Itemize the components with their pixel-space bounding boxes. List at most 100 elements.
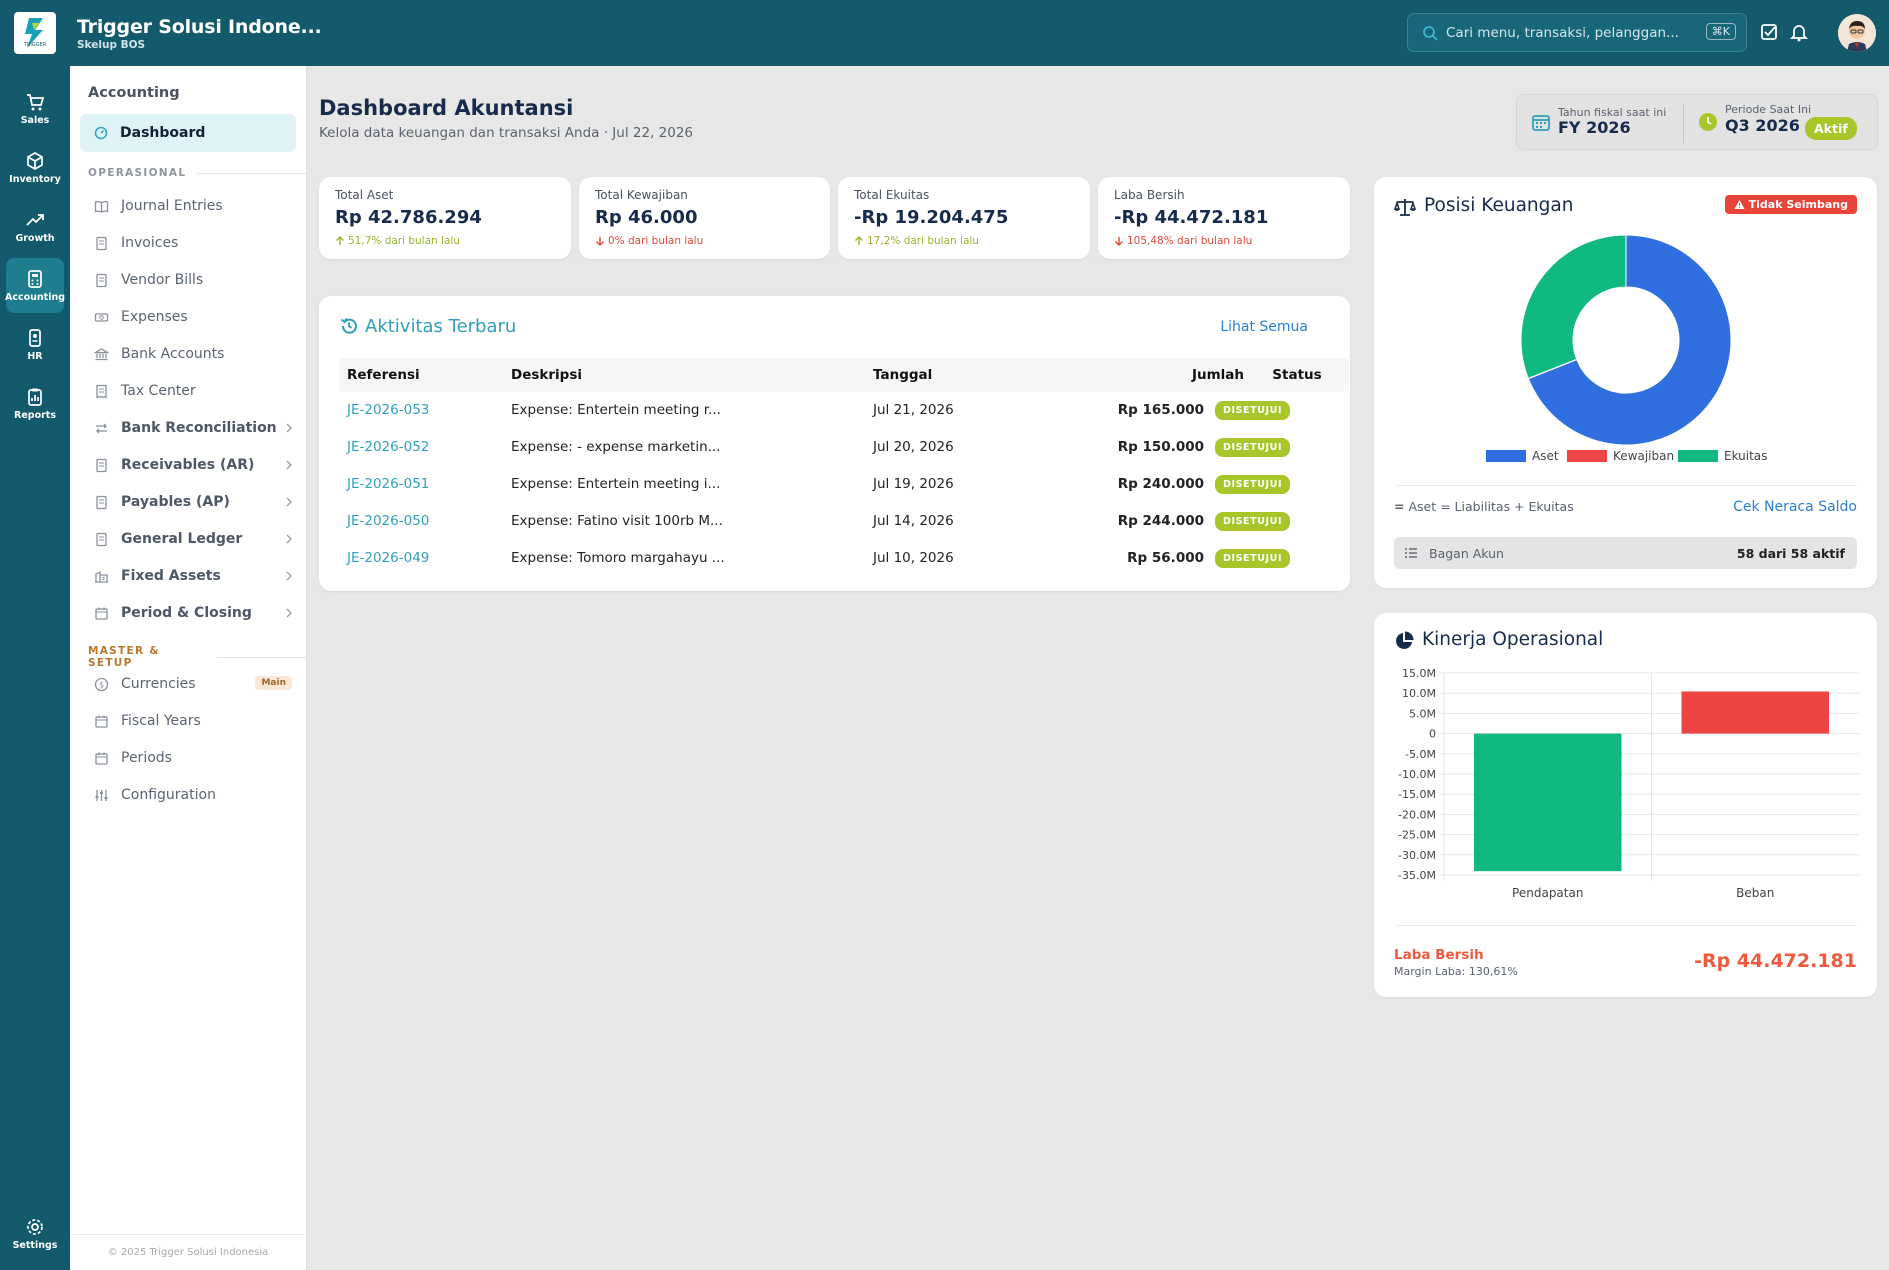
bar-beban: [1681, 691, 1829, 734]
bell-icon[interactable]: [1789, 22, 1809, 42]
rail-item-reports[interactable]: Reports: [6, 376, 64, 431]
sidebar-item-dashboard[interactable]: Dashboard: [80, 114, 296, 152]
net-profit-label: Laba Bersih: [1394, 947, 1484, 963]
equals-icon: =: [1394, 499, 1405, 514]
sidebar-heading: Accounting: [88, 85, 180, 101]
legend-item-ekuitas: Ekuitas: [1678, 449, 1767, 463]
rail-label-hr: HR: [27, 350, 43, 362]
sidebar-item-label: General Ledger: [121, 531, 243, 547]
chart-of-accounts-count: 58 dari 58 aktif: [1736, 546, 1845, 561]
arrow-down-icon: [596, 237, 604, 246]
status-badge: DISETUJUI: [1215, 549, 1291, 568]
reference-link[interactable]: JE-2026-053: [347, 402, 430, 418]
clock-icon: [1699, 113, 1717, 131]
sidebar-item-periods[interactable]: Periods: [94, 744, 294, 772]
sidebar-item-receivables[interactable]: Receivables (AR): [94, 451, 294, 479]
tasks-check-icon[interactable]: [1759, 22, 1779, 42]
description-cell: Expense: Entertein meeting i...: [511, 476, 721, 492]
sidebar-item-fiscal-years[interactable]: Fiscal Years: [94, 707, 294, 735]
date-cell: Jul 19, 2026: [873, 476, 954, 492]
sidebar-item-label: Period & Closing: [121, 605, 252, 621]
divider: [1394, 485, 1857, 486]
rail-item-growth[interactable]: Growth: [6, 199, 64, 254]
stat-change-text: 0% dari bulan lalu: [608, 235, 704, 247]
shortcut-hint: ⌘K: [1705, 23, 1736, 40]
column-header: Tanggal: [873, 367, 933, 383]
y-tick-label: -10.0M: [1398, 768, 1436, 781]
date-cell: Jul 10, 2026: [873, 550, 954, 566]
rail-item-accounting[interactable]: Accounting: [5, 258, 65, 313]
divider: [1394, 925, 1857, 926]
section-master-setup: MASTER & SETUP: [88, 645, 306, 669]
sidebar-item-configuration[interactable]: Configuration: [94, 781, 294, 809]
accounting-equation: = Aset = Liabilitas + Ekuitas: [1394, 499, 1574, 514]
chart-of-accounts-label: Bagan Akun: [1429, 546, 1504, 561]
company-logo[interactable]: TRIGGER: [14, 12, 56, 54]
calendar-icon: [95, 607, 108, 620]
financial-position-card: Posisi Keuangan Tidak Seimbang Aset Kewa…: [1374, 177, 1877, 588]
scale-icon: [1394, 199, 1416, 216]
legend-item-aset: Aset: [1486, 449, 1559, 463]
stat-change: 105,48% dari bulan lalu: [1114, 235, 1252, 247]
performance-bar-chart: 15.0M 10.0M 5.0M 0 -5.0M -10.0M -15.0M -20.0M -2…: [1398, 667, 1859, 900]
rail-item-hr[interactable]: HR: [6, 317, 64, 372]
y-tick-label: 0: [1429, 728, 1436, 741]
view-all-link[interactable]: Lihat Semua: [1220, 319, 1308, 335]
sidebar-item-label: Fiscal Years: [121, 713, 201, 729]
column-header: Jumlah: [1191, 367, 1244, 383]
amount-cell: Rp 240.000: [1117, 476, 1204, 492]
y-tick-label: -15.0M: [1398, 788, 1436, 801]
rail-item-sales[interactable]: Sales: [6, 81, 64, 136]
sidebar-item-vendor-bills[interactable]: Vendor Bills: [94, 266, 294, 294]
reference-link[interactable]: JE-2026-052: [347, 439, 430, 455]
sidebar-item-currencies[interactable]: $ Currencies Main: [94, 670, 294, 698]
rail-item-inventory[interactable]: Inventory: [6, 140, 64, 195]
current-period-value: Q3 2026: [1725, 116, 1800, 135]
sidebar-item-payables[interactable]: Payables (AP): [94, 488, 294, 516]
stat-label: Total Ekuitas: [854, 188, 930, 202]
y-tick-label: -35.0M: [1398, 869, 1436, 882]
chart-of-accounts-bar[interactable]: Bagan Akun 58 dari 58 aktif: [1394, 537, 1857, 569]
status-badge: DISETUJUI: [1215, 475, 1291, 494]
sidebar-item-bank-reconciliation[interactable]: Bank Reconciliation: [94, 414, 294, 442]
stat-card-total-ekuitas: Total Ekuitas -Rp 19.204.475 17,2% dari …: [838, 177, 1090, 259]
stat-change-text: 105,48% dari bulan lalu: [1127, 235, 1253, 247]
search-input[interactable]: [1446, 24, 1701, 41]
sidebar-item-fixed-assets[interactable]: Fixed Assets: [94, 562, 294, 590]
legend-label: Kewajiban: [1613, 449, 1675, 463]
brand: Trigger Solusi Indone... Skelup BOS: [77, 16, 322, 51]
receipt-icon: [96, 384, 107, 399]
check-trial-balance-link[interactable]: Cek Neraca Saldo: [1733, 499, 1857, 515]
sidebar-item-period-closing[interactable]: Period & Closing: [94, 599, 294, 627]
sidebar-item-expenses[interactable]: Expenses: [94, 303, 294, 331]
panel-title: Posisi Keuangan: [1424, 195, 1574, 216]
stat-change-text: 51,7% dari bulan lalu: [348, 235, 460, 247]
rail-label-reports: Reports: [14, 409, 56, 421]
trending-up-icon: [26, 213, 44, 226]
legend-swatch: [1486, 450, 1526, 462]
sidebar-item-tax-center[interactable]: Tax Center: [94, 377, 294, 405]
sidebar-item-invoices[interactable]: Invoices: [94, 229, 294, 257]
sidebar-item-general-ledger[interactable]: General Ledger: [94, 525, 294, 553]
reference-link[interactable]: JE-2026-050: [347, 513, 430, 529]
bar-pendapatan: [1474, 733, 1622, 872]
activity-title: Aktivitas Terbaru: [365, 316, 517, 337]
ledger-icon: [96, 532, 107, 546]
donut-slice-aset: [1527, 234, 1732, 446]
sidebar-item-bank-accounts[interactable]: Bank Accounts: [94, 340, 294, 368]
svg-text:$: $: [99, 680, 104, 689]
sidebar-item-label: Receivables (AR): [121, 457, 255, 473]
rail-item-settings[interactable]: Settings: [6, 1206, 64, 1261]
stat-card-total-aset: Total Aset Rp 42.786.294 51,7% dari bula…: [319, 177, 571, 259]
user-avatar[interactable]: [1838, 14, 1876, 52]
reference-link[interactable]: JE-2026-051: [347, 476, 430, 492]
money-icon: [94, 312, 109, 322]
warning-icon: [1734, 200, 1745, 209]
search-box[interactable]: ⌘K: [1407, 13, 1747, 52]
sidebar-item-journal-entries[interactable]: Journal Entries: [94, 192, 294, 220]
document-icon: [96, 458, 107, 472]
reference-link[interactable]: JE-2026-049: [347, 550, 430, 566]
logo-text: TRIGGER: [23, 42, 47, 48]
sidebar-item-label: Fixed Assets: [121, 568, 221, 584]
page-title: Dashboard Akuntansi: [319, 96, 574, 120]
